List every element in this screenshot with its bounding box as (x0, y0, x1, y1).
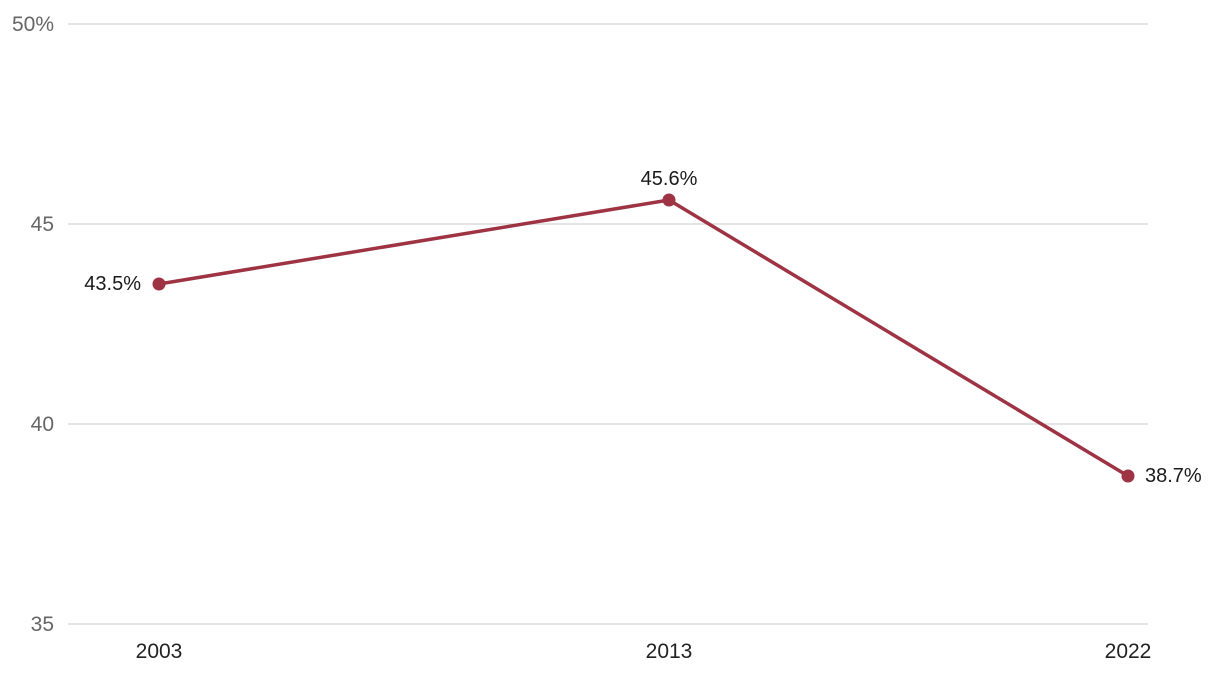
series-line (157, 198, 1130, 478)
data-point-2003 (152, 277, 166, 291)
grid-lines (68, 23, 1148, 625)
y-tick-label: 45 (31, 213, 54, 236)
x-tick-label: 2013 (646, 640, 693, 663)
series-group (152, 193, 1135, 483)
y-axis-tick-labels: 35 40 45 50% (12, 13, 54, 636)
data-label: 43.5% (84, 273, 141, 295)
data-label: 38.7% (1145, 465, 1202, 487)
x-tick-label: 2003 (136, 640, 183, 663)
data-point-2013 (662, 193, 676, 207)
x-axis-tick-labels: 2003 2013 2022 (136, 640, 1152, 663)
data-labels: 43.5% 45.6% 38.7% (84, 168, 1202, 487)
data-point-2022 (1121, 469, 1135, 483)
y-tick-label: 35 (31, 613, 54, 636)
data-label: 45.6% (641, 168, 698, 190)
x-tick-label: 2022 (1105, 640, 1152, 663)
y-tick-label: 50% (12, 13, 54, 36)
y-tick-label: 40 (31, 413, 54, 436)
